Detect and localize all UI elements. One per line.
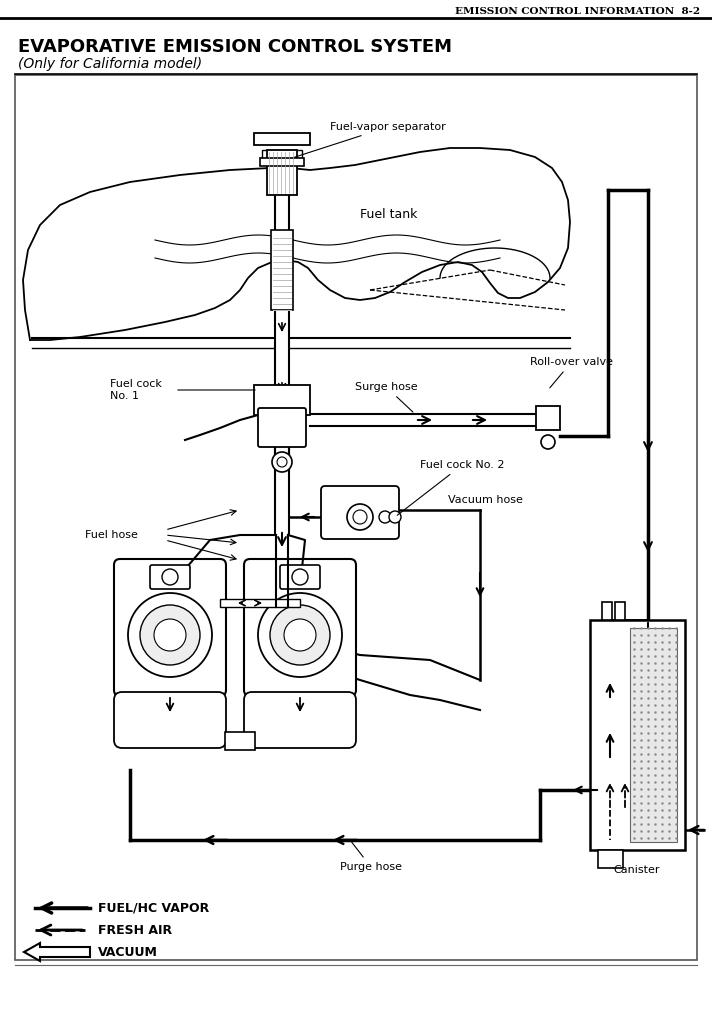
Bar: [630, 628, 677, 842]
Text: FRESH AIR: FRESH AIR: [98, 924, 172, 937]
Circle shape: [272, 452, 292, 472]
Bar: [15, 75, 697, 961]
Circle shape: [162, 569, 178, 585]
Bar: [254, 385, 310, 415]
Circle shape: [258, 593, 342, 677]
FancyBboxPatch shape: [244, 692, 356, 748]
Circle shape: [284, 618, 316, 651]
Bar: [267, 150, 297, 195]
FancyBboxPatch shape: [114, 559, 226, 696]
Circle shape: [347, 504, 373, 530]
Text: Fuel tank: Fuel tank: [360, 209, 417, 221]
Text: EVAPORATIVE EMISSION CONTROL SYSTEM: EVAPORATIVE EMISSION CONTROL SYSTEM: [18, 38, 452, 56]
Text: (Only for California model): (Only for California model): [18, 57, 202, 71]
FancyBboxPatch shape: [321, 486, 399, 539]
Text: Canister: Canister: [614, 865, 660, 874]
Bar: [536, 406, 560, 430]
FancyBboxPatch shape: [280, 565, 320, 589]
Text: EMISSION CONTROL INFORMATION  8-2: EMISSION CONTROL INFORMATION 8-2: [455, 7, 700, 16]
Text: Fuel hose: Fuel hose: [85, 530, 138, 540]
FancyBboxPatch shape: [150, 565, 190, 589]
Circle shape: [128, 593, 212, 677]
Bar: [225, 732, 255, 750]
Text: Roll-over valve: Roll-over valve: [530, 357, 613, 388]
Bar: [590, 620, 685, 850]
Bar: [262, 150, 302, 158]
Bar: [260, 158, 304, 166]
Circle shape: [353, 510, 367, 524]
Bar: [275, 195, 289, 470]
Circle shape: [270, 605, 330, 665]
Text: Surge hose: Surge hose: [355, 382, 418, 412]
Bar: [220, 599, 300, 607]
Bar: [602, 602, 612, 620]
FancyBboxPatch shape: [258, 408, 306, 447]
Circle shape: [140, 605, 200, 665]
Text: Vacuum hose: Vacuum hose: [448, 495, 523, 505]
Text: Fuel cock
No. 1: Fuel cock No. 1: [110, 379, 162, 400]
Text: Fuel-vapor separator: Fuel-vapor separator: [295, 122, 446, 157]
Text: FUEL/HC VAPOR: FUEL/HC VAPOR: [98, 901, 209, 914]
FancyBboxPatch shape: [244, 559, 356, 696]
Bar: [254, 133, 310, 145]
Text: Fuel cock No. 2: Fuel cock No. 2: [397, 460, 505, 515]
Circle shape: [379, 511, 391, 523]
Circle shape: [292, 569, 308, 585]
Bar: [615, 602, 625, 620]
Circle shape: [541, 435, 555, 449]
Bar: [598, 850, 623, 868]
Text: Purge hose: Purge hose: [340, 842, 402, 872]
Circle shape: [154, 618, 186, 651]
Circle shape: [277, 457, 287, 467]
Bar: [271, 230, 293, 310]
Circle shape: [389, 511, 401, 523]
Text: VACUUM: VACUUM: [98, 945, 158, 958]
FancyBboxPatch shape: [114, 692, 226, 748]
FancyArrow shape: [24, 943, 90, 961]
